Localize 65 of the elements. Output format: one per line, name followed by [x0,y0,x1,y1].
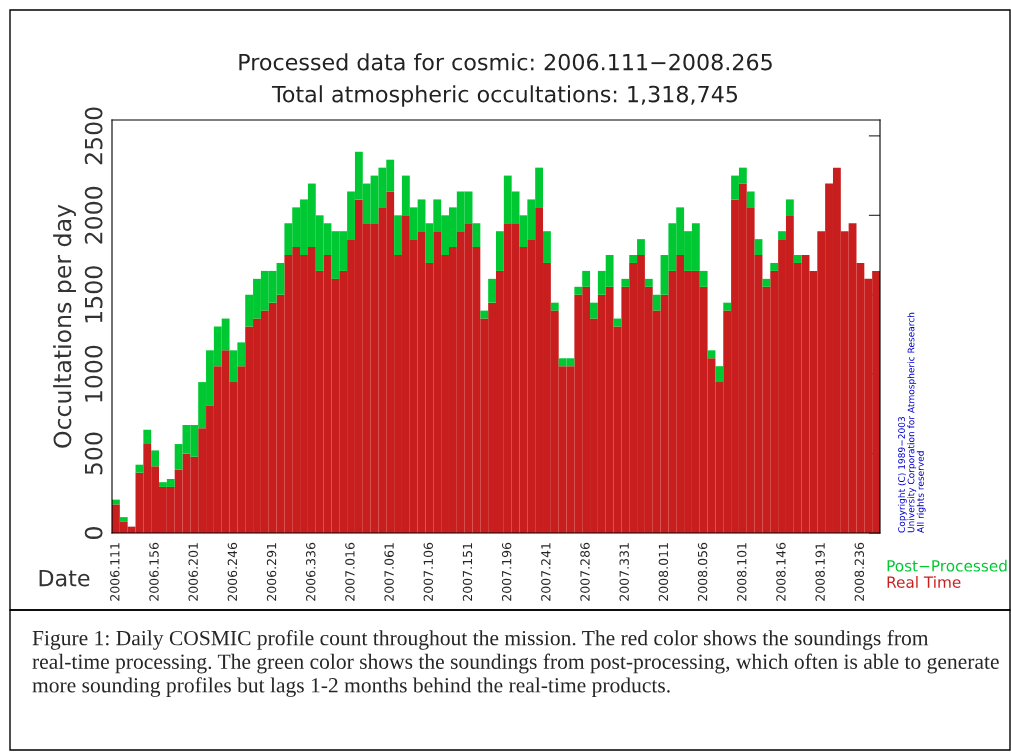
bar [543,231,551,263]
x-tick-label: 2008.236 [854,542,865,601]
x-tick-label: 2008.056 [697,542,708,601]
y-tick-label: 2000 [84,186,103,244]
bar [143,429,152,445]
x-tick-label: 2007.286 [580,542,590,601]
bar [637,239,645,256]
x-tick-label: 2008.011 [658,543,669,601]
bar [715,366,724,383]
bar [590,302,598,319]
y-tick-label: 2500 [84,107,103,165]
bar [119,517,128,522]
x-axis-title: Date [39,569,90,587]
bar [488,278,496,303]
y-tick-label: 1000 [84,345,103,402]
chart-title: Processed data for cosmic: 2006.111−2008.265 [239,53,772,71]
bar [582,270,591,287]
y-tick-label: 500 [84,432,103,475]
bar [785,199,794,216]
bar [496,231,504,271]
x-tick-label: 2006.201 [188,543,198,601]
x-tick-label: 2006.156 [149,542,159,601]
bar [644,278,653,287]
bar [770,262,779,271]
y-tick-label: 1500 [84,266,103,323]
bar [574,286,583,295]
bar [707,350,716,359]
bar [762,278,771,287]
bar [746,191,755,208]
x-tick-label: 2007.196 [501,542,512,601]
x-tick-label: 2007.106 [423,542,434,601]
bar [778,231,786,240]
x-tick-label: 2008.146 [776,542,786,601]
bar [754,239,763,256]
x-tick-label: 2008.191 [815,543,825,601]
bar [151,450,160,467]
x-tick-label: 2006.246 [227,542,238,601]
x-tick-label: 2007.151 [462,543,473,601]
bar [652,294,661,311]
caption: Figure 1: Daily COSMIC profile count throughout the mission. The red color shows the soundings from real-time processing. The green color shows the soundings from post-processing, which often is able to generate more sounding profiles but lags 1-2 months behind the real-time products. [32,630,999,697]
bar [394,215,402,256]
bar [699,270,708,287]
x-tick-label: 2008.101 [737,543,747,601]
x-tick-label: 2007.241 [541,543,551,601]
bar [135,464,144,473]
bar [629,255,638,263]
x-tick-label: 2007.061 [384,543,394,601]
chart-subtitle: Total atmospheric occultations: 1,318,745 [271,85,738,107]
x-tick-label: 2006.336 [306,542,316,601]
bar [621,278,630,287]
text: Post−Processed [887,559,1007,572]
bar [793,255,802,263]
x-tick-label: 2006.111 [110,543,120,601]
bar [613,318,622,327]
text: Copyright (C) 1989−2003 University Corporation for Atmospheric Research All rights reserved [898,312,926,533]
bar [472,223,481,248]
x-tick-label: 2007.016 [345,542,355,601]
y-axis-title: Occultations per day [53,204,76,448]
x-tick-label: 2006.291 [266,543,277,601]
bar [723,302,732,311]
y-tick-label: 0 [84,527,103,539]
x-tick-label: 2007.331 [619,543,629,601]
bar [550,302,559,311]
text: Real Time [887,576,961,588]
bar [480,310,489,319]
